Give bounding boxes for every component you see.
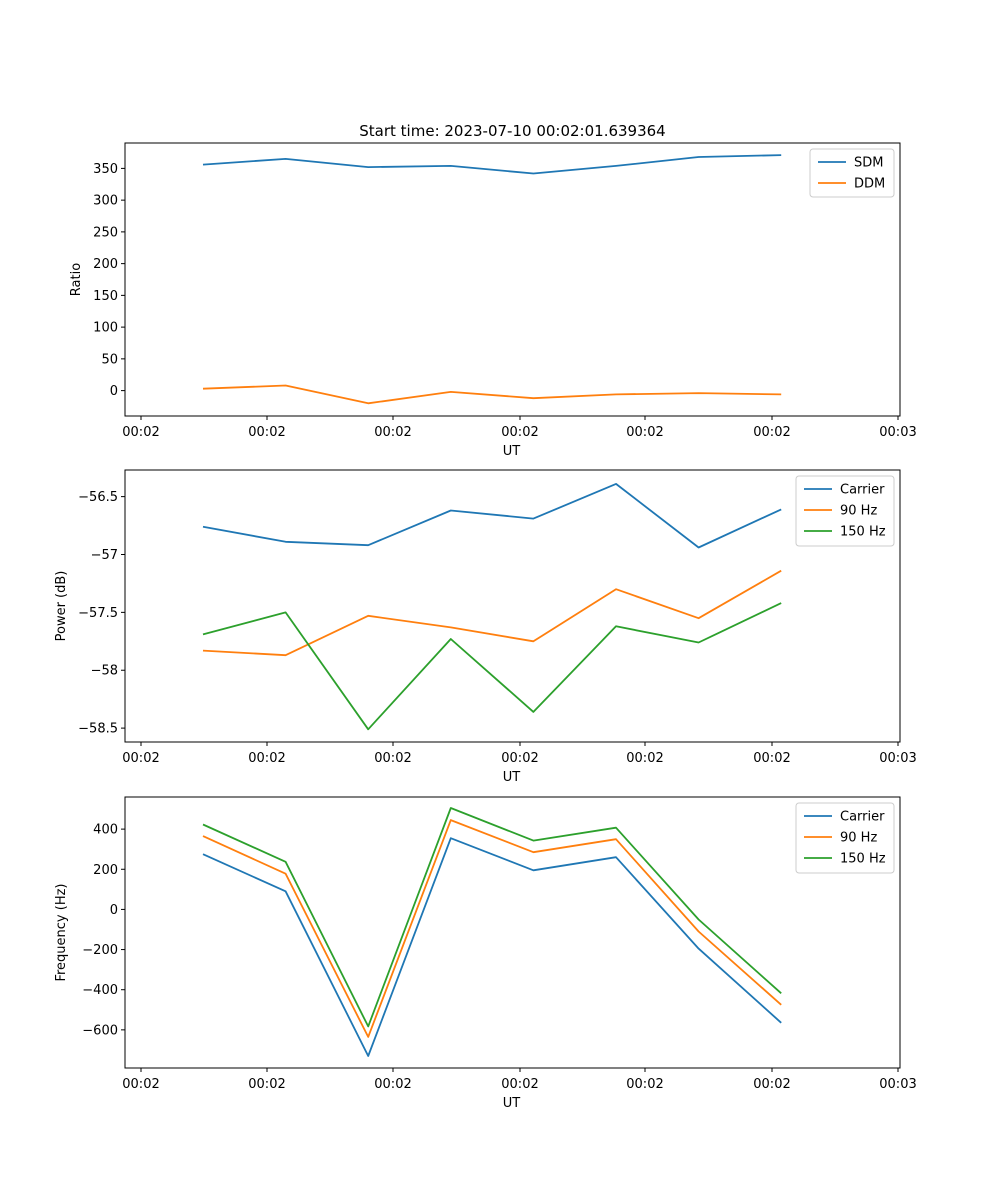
x-tick-label: 00:02 bbox=[122, 1077, 159, 1092]
chart-title: Start time: 2023-07-10 00:02:01.639364 bbox=[359, 122, 665, 140]
x-axis-label: UT bbox=[503, 1096, 521, 1111]
y-tick-label: 400 bbox=[93, 823, 118, 838]
x-axis-label: UT bbox=[503, 770, 521, 785]
plot-frame bbox=[124, 796, 901, 1069]
x-tick-label: 00:02 bbox=[626, 751, 663, 766]
x-axis-label: UT bbox=[503, 444, 521, 459]
x-tick-label: 00:02 bbox=[122, 425, 159, 440]
x-tick-label: 00:02 bbox=[248, 1077, 285, 1092]
legend-label: 150 Hz bbox=[840, 852, 886, 867]
legend-label: Carrier bbox=[840, 483, 885, 498]
x-tick-label: 00:02 bbox=[626, 1077, 663, 1092]
x-tick-label: 00:02 bbox=[753, 751, 790, 766]
x-tick-label: 00:02 bbox=[753, 425, 790, 440]
y-tick-label: 0 bbox=[110, 903, 118, 918]
legend: Carrier 90 Hz 150 Hz bbox=[795, 802, 895, 874]
y-tick-label: −57 bbox=[91, 548, 118, 563]
series-line-ddm bbox=[202, 384, 782, 405]
legend: Carrier 90 Hz 150 Hz bbox=[795, 475, 895, 547]
y-tick-label: −57.5 bbox=[78, 606, 118, 621]
legend-label: SDM bbox=[854, 156, 883, 171]
y-tick-label: 200 bbox=[93, 863, 118, 878]
series-line-90-hz bbox=[202, 819, 782, 1038]
y-tick-label: 0 bbox=[110, 384, 118, 399]
y-tick-label: 300 bbox=[93, 194, 118, 209]
legend-label: 90 Hz bbox=[840, 831, 877, 846]
x-tick-label: 00:02 bbox=[248, 751, 285, 766]
y-tick-label: 350 bbox=[93, 162, 118, 177]
x-tick-label: 00:02 bbox=[753, 1077, 790, 1092]
y-tick-label: −400 bbox=[82, 983, 118, 998]
series-line-90-hz bbox=[202, 569, 782, 657]
legend-label: 90 Hz bbox=[840, 504, 877, 519]
chart-2: −58.5 −58 −57.5 −57 −56.5 00:02 00:02 00:02 00:0… bbox=[54, 469, 917, 785]
x-tick-label: 00:02 bbox=[626, 425, 663, 440]
y-axis-label: Frequency (Hz) bbox=[54, 883, 69, 981]
x-tick-label: 00:02 bbox=[501, 751, 538, 766]
plot-frame bbox=[124, 469, 901, 743]
y-axis-label: Ratio bbox=[69, 263, 84, 296]
y-tick-label: 100 bbox=[93, 321, 118, 336]
y-tick-label: 200 bbox=[93, 257, 118, 272]
legend-box bbox=[795, 475, 895, 547]
y-axis-label: Power (dB) bbox=[54, 571, 69, 642]
legend-label: 150 Hz bbox=[840, 525, 886, 540]
legend-label: DDM bbox=[854, 177, 885, 192]
x-tick-label: 00:02 bbox=[122, 751, 159, 766]
x-tick-label: 00:02 bbox=[501, 1077, 538, 1092]
legend-label: Carrier bbox=[840, 810, 885, 825]
x-tick-label: 00:02 bbox=[374, 425, 411, 440]
series-line-carrier bbox=[202, 482, 782, 549]
series-line-carrier bbox=[202, 837, 782, 1057]
x-tick-label: 00:02 bbox=[248, 425, 285, 440]
x-tick-label: 00:02 bbox=[374, 751, 411, 766]
chart-1: Start time: 2023-07-10 00:02:01.639364 0 5… bbox=[69, 122, 917, 459]
legend-box bbox=[809, 148, 895, 198]
series-line-150-hz bbox=[202, 602, 782, 731]
legend: SDM DDM bbox=[809, 148, 895, 198]
y-tick-label: −600 bbox=[82, 1023, 118, 1038]
legend-box bbox=[795, 802, 895, 874]
y-tick-label: −58 bbox=[91, 664, 118, 679]
plot-frame bbox=[124, 142, 901, 417]
y-tick-label: −56.5 bbox=[78, 490, 118, 505]
x-tick-label: 00:03 bbox=[879, 1077, 916, 1092]
y-tick-label: −200 bbox=[82, 943, 118, 958]
y-tick-label: −58.5 bbox=[78, 722, 118, 737]
chart-3: −600 −400 −200 0 200 400 00:02 00:02 00:02 00:02 0… bbox=[54, 796, 917, 1111]
y-tick-label: 50 bbox=[101, 352, 118, 367]
series-line-150-hz bbox=[202, 807, 782, 1028]
y-tick-label: 250 bbox=[93, 225, 118, 240]
series-line-sdm bbox=[202, 154, 782, 175]
y-tick-label: 150 bbox=[93, 289, 118, 304]
x-tick-label: 00:03 bbox=[879, 425, 916, 440]
x-tick-label: 00:02 bbox=[374, 1077, 411, 1092]
x-tick-label: 00:02 bbox=[501, 425, 538, 440]
x-tick-label: 00:03 bbox=[879, 751, 916, 766]
